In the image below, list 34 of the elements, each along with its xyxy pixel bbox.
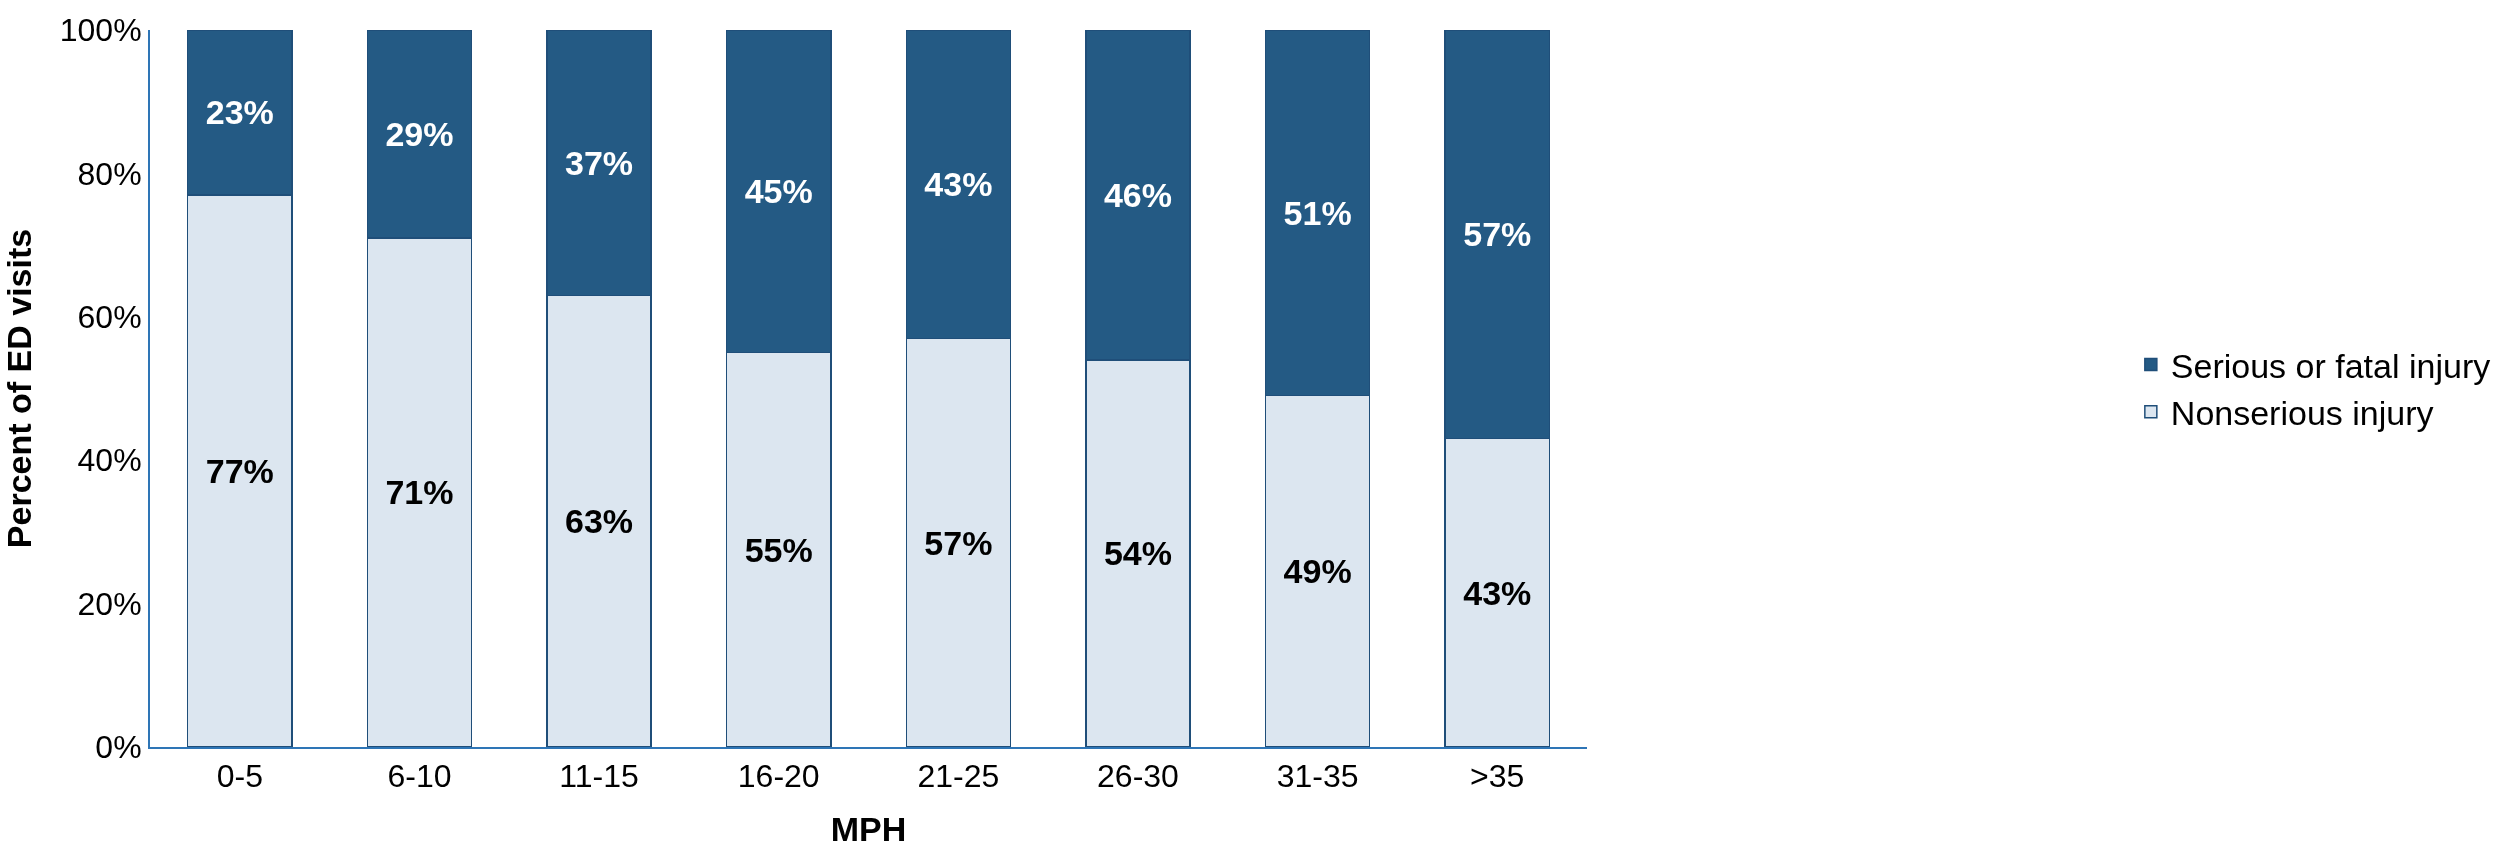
x-tick-label: >35 (1470, 758, 1525, 795)
y-tick-label: 20% (77, 585, 142, 622)
data-label: 45% (744, 172, 813, 211)
y-tick-label: 0% (95, 729, 142, 766)
y-tick-label: 40% (77, 442, 142, 479)
data-label: 71% (385, 473, 454, 512)
data-label: 37% (565, 143, 634, 182)
legend-label: Nonserious injury (2170, 394, 2434, 433)
data-label: 77% (205, 451, 274, 490)
data-label: 51% (1283, 193, 1352, 232)
y-tick-label: 80% (77, 155, 142, 192)
data-label: 54% (1103, 534, 1173, 573)
x-tick-label: 0-5 (216, 758, 263, 795)
y-tick-label: 60% (77, 299, 142, 335)
x-axis-title: MPH (830, 810, 907, 849)
legend-label: Serious or fatal injury (2170, 346, 2491, 385)
data-label: 46% (1103, 175, 1173, 214)
data-label: 23% (205, 93, 274, 132)
x-tick-label: 31-35 (1276, 758, 1359, 795)
data-label: 63% (565, 502, 634, 541)
y-axis-title: Percent of ED visits (0, 228, 38, 549)
data-label: 43% (924, 165, 993, 204)
x-tick-label: 6-10 (387, 758, 452, 795)
x-tick-label: 21-25 (917, 758, 1000, 795)
data-label: 57% (924, 523, 993, 562)
y-tick-label: 100% (59, 12, 142, 49)
data-label: 57% (1463, 215, 1532, 254)
data-label: 55% (744, 530, 813, 569)
data-label: 43% (1463, 573, 1532, 612)
x-tick-label: 26-30 (1097, 758, 1179, 795)
x-tick-label: 11-15 (559, 758, 639, 795)
data-label: 49% (1283, 552, 1352, 591)
x-tick-label: 16-20 (737, 758, 820, 795)
data-label: 29% (385, 114, 454, 153)
